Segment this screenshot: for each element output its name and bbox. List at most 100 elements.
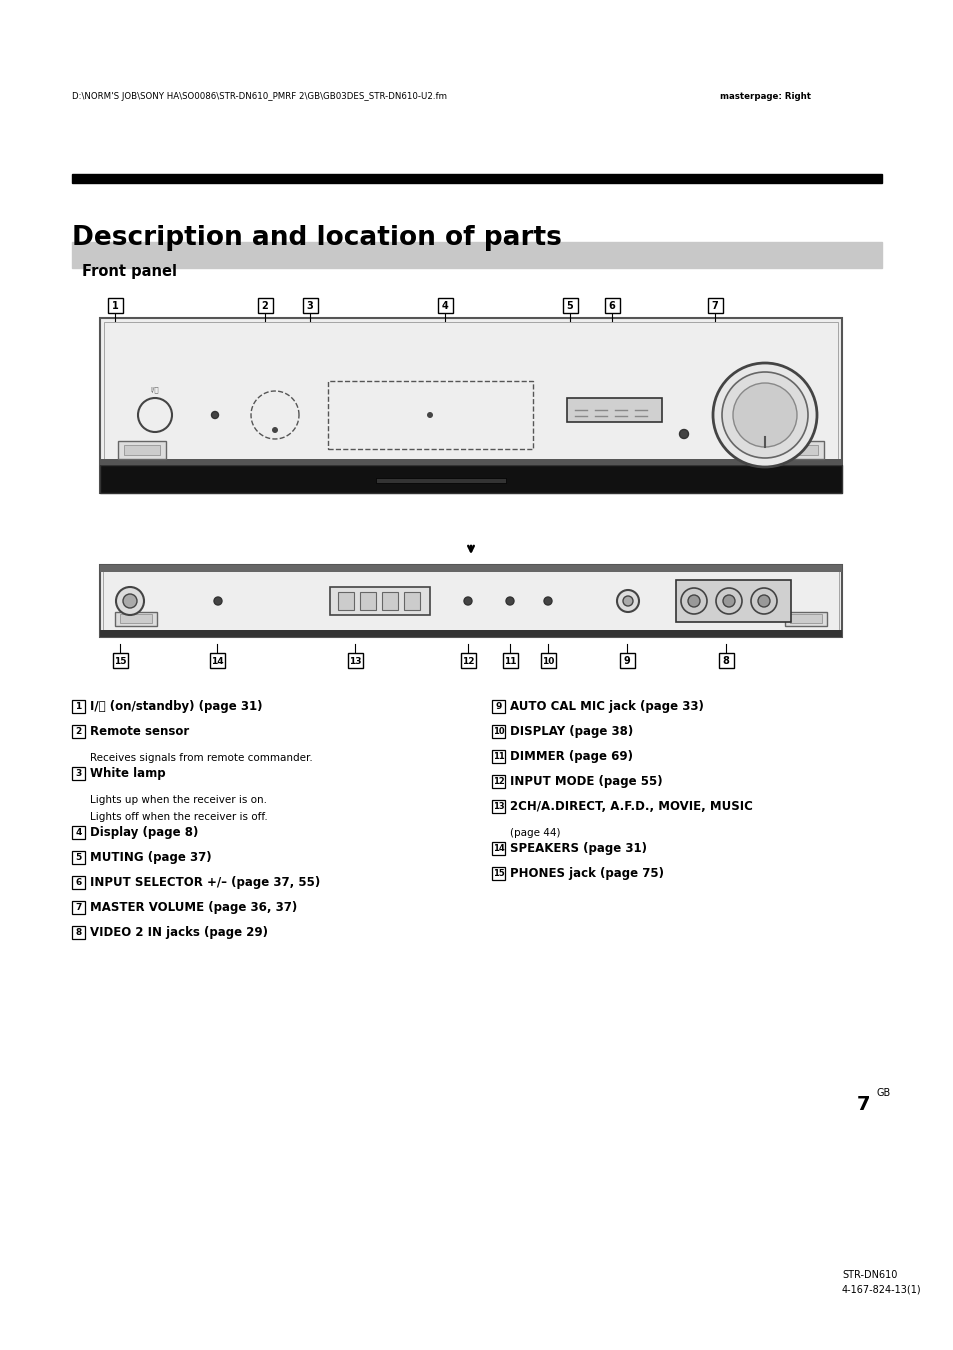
Circle shape: [505, 597, 514, 605]
Text: 15: 15: [113, 656, 126, 666]
Bar: [492, 725, 504, 738]
Text: D:\NORM'S JOB\SONY HA\SO0086\STR-DN610_PMRF 2\GB\GB03DES_STR-DN610-U2.fm: D:\NORM'S JOB\SONY HA\SO0086\STR-DN610_P…: [71, 92, 447, 101]
Text: 15: 15: [492, 869, 504, 878]
Text: 11: 11: [492, 752, 504, 761]
Text: PHONES jack (page 75): PHONES jack (page 75): [510, 867, 663, 880]
Bar: [71, 174, 882, 184]
Text: 3: 3: [306, 301, 313, 310]
Circle shape: [543, 597, 552, 605]
Bar: [103, 568, 838, 634]
Bar: [100, 459, 841, 464]
Text: 5: 5: [566, 301, 573, 310]
Bar: [124, 446, 160, 455]
Bar: [359, 593, 375, 610]
Text: INPUT MODE (page 55): INPUT MODE (page 55): [510, 775, 662, 788]
Bar: [112, 653, 128, 668]
Bar: [789, 614, 821, 622]
Text: 14: 14: [211, 656, 223, 666]
Bar: [118, 441, 166, 459]
Circle shape: [716, 589, 741, 614]
Bar: [781, 446, 817, 455]
Bar: [330, 587, 430, 616]
Bar: [100, 566, 841, 572]
Circle shape: [712, 363, 816, 467]
Text: DISPLAY (page 38): DISPLAY (page 38): [510, 725, 633, 738]
Text: 2: 2: [261, 301, 268, 310]
Text: White lamp: White lamp: [90, 767, 166, 780]
Bar: [104, 323, 837, 489]
Bar: [210, 653, 225, 668]
Circle shape: [617, 590, 639, 612]
Bar: [100, 319, 841, 493]
Circle shape: [213, 597, 222, 605]
Text: Front panel: Front panel: [82, 265, 177, 279]
Bar: [381, 593, 397, 610]
Text: VIDEO 2 IN jacks (page 29): VIDEO 2 IN jacks (page 29): [90, 926, 268, 940]
Bar: [108, 298, 123, 313]
Bar: [257, 298, 273, 313]
Bar: [71, 701, 85, 713]
Bar: [375, 478, 505, 483]
Bar: [566, 398, 661, 423]
Bar: [784, 612, 826, 626]
Bar: [71, 850, 85, 864]
Circle shape: [123, 594, 137, 608]
Text: 1: 1: [75, 702, 82, 711]
Circle shape: [750, 589, 776, 614]
Text: masterpage: Right: masterpage: Right: [720, 92, 810, 101]
Bar: [71, 826, 85, 838]
Circle shape: [138, 398, 172, 432]
Text: 13: 13: [492, 802, 504, 811]
Text: 12: 12: [492, 778, 504, 786]
Text: 7: 7: [75, 903, 82, 913]
Bar: [619, 653, 635, 668]
Bar: [328, 381, 533, 450]
Circle shape: [687, 595, 700, 608]
Bar: [562, 298, 578, 313]
Bar: [100, 630, 841, 637]
Bar: [403, 593, 419, 610]
Bar: [492, 801, 504, 813]
Bar: [676, 580, 790, 622]
Text: SPEAKERS (page 31): SPEAKERS (page 31): [510, 842, 646, 855]
Bar: [707, 298, 722, 313]
Bar: [71, 725, 85, 738]
Text: 4: 4: [441, 301, 448, 310]
Circle shape: [622, 595, 633, 606]
Text: MUTING (page 37): MUTING (page 37): [90, 850, 212, 864]
Bar: [100, 566, 841, 637]
Text: 8: 8: [75, 927, 82, 937]
Text: I/⏻: I/⏻: [150, 386, 158, 393]
Bar: [492, 775, 504, 788]
Text: 12: 12: [461, 656, 474, 666]
Bar: [348, 653, 363, 668]
Circle shape: [463, 597, 472, 605]
Text: 1: 1: [112, 301, 118, 310]
Text: 10: 10: [492, 728, 504, 736]
Circle shape: [212, 412, 218, 418]
Circle shape: [758, 595, 769, 608]
Text: 11: 11: [503, 656, 516, 666]
Bar: [337, 593, 354, 610]
Bar: [71, 242, 882, 269]
Text: DIMMER (page 69): DIMMER (page 69): [510, 751, 633, 763]
Circle shape: [427, 412, 433, 418]
Text: AUTO CAL MIC jack (page 33): AUTO CAL MIC jack (page 33): [510, 701, 703, 713]
Bar: [492, 751, 504, 763]
Text: 10: 10: [541, 656, 554, 666]
Bar: [100, 464, 841, 493]
Bar: [71, 767, 85, 780]
Text: 8: 8: [721, 656, 729, 666]
Bar: [115, 612, 157, 626]
Circle shape: [732, 383, 796, 447]
Circle shape: [680, 589, 706, 614]
Text: 9: 9: [623, 656, 630, 666]
Circle shape: [722, 595, 734, 608]
Bar: [120, 614, 152, 622]
Text: 9: 9: [495, 702, 501, 711]
Text: 2: 2: [75, 728, 82, 736]
Bar: [502, 653, 517, 668]
Bar: [437, 298, 453, 313]
Text: (page 44): (page 44): [510, 828, 560, 838]
Circle shape: [272, 427, 277, 433]
